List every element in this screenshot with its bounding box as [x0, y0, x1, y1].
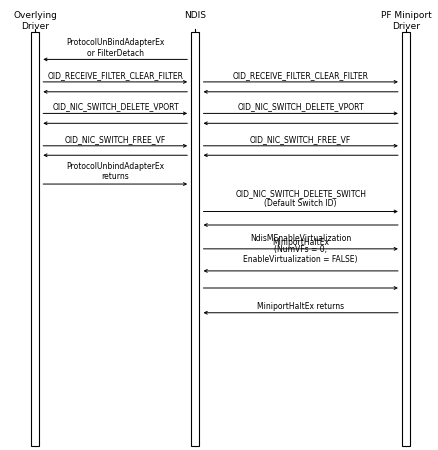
Text: MiniportHaltEx: MiniportHaltEx: [272, 238, 328, 247]
Text: OID_NIC_SWITCH_DELETE_VPORT: OID_NIC_SWITCH_DELETE_VPORT: [237, 103, 363, 112]
FancyBboxPatch shape: [31, 32, 39, 445]
Text: OID_NIC_SWITCH_DELETE_SWITCH
(Default Switch ID): OID_NIC_SWITCH_DELETE_SWITCH (Default Sw…: [235, 189, 365, 208]
FancyBboxPatch shape: [191, 32, 199, 445]
FancyBboxPatch shape: [401, 32, 409, 445]
Text: OID_RECEIVE_FILTER_CLEAR_FILTER: OID_RECEIVE_FILTER_CLEAR_FILTER: [47, 71, 183, 80]
Text: NdisMEnableVirtualization
(NumVFs = 0,
EnableVirtualization = FALSE): NdisMEnableVirtualization (NumVFs = 0, E…: [243, 234, 357, 264]
Text: NDIS: NDIS: [184, 11, 206, 20]
Text: OID_NIC_SWITCH_FREE_VF: OID_NIC_SWITCH_FREE_VF: [250, 135, 350, 144]
Text: OID_RECEIVE_FILTER_CLEAR_FILTER: OID_RECEIVE_FILTER_CLEAR_FILTER: [232, 71, 368, 80]
Text: ProtocolUnbindAdapterEx
returns: ProtocolUnbindAdapterEx returns: [66, 162, 164, 181]
Text: OID_NIC_SWITCH_DELETE_VPORT: OID_NIC_SWITCH_DELETE_VPORT: [52, 103, 178, 112]
Text: Overlying
Driver: Overlying Driver: [13, 11, 57, 31]
Text: OID_NIC_SWITCH_FREE_VF: OID_NIC_SWITCH_FREE_VF: [65, 135, 166, 144]
Text: PF Miniport
Driver: PF Miniport Driver: [380, 11, 431, 31]
Text: MiniportHaltEx returns: MiniportHaltEx returns: [257, 302, 343, 311]
Text: ProtocolUnBindAdapterEx
or FilterDetach: ProtocolUnBindAdapterEx or FilterDetach: [66, 38, 164, 58]
